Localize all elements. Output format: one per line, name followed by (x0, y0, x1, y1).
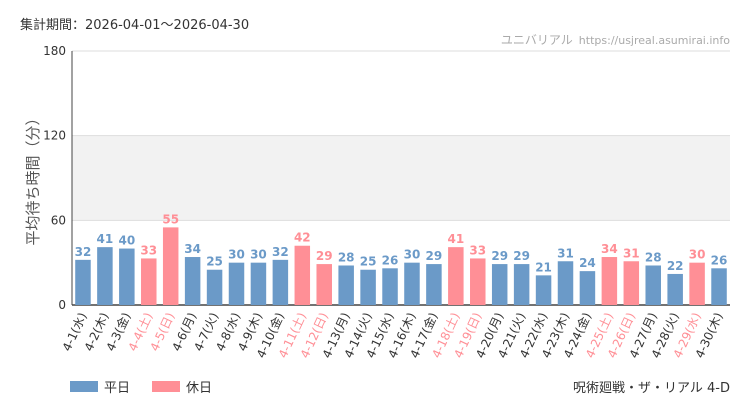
data-label: 33 (469, 243, 486, 257)
legend-holiday[interactable]: 休日 (152, 377, 212, 396)
data-label: 55 (162, 212, 179, 226)
data-label: 42 (294, 231, 311, 245)
data-label: 28 (645, 250, 662, 264)
period-label: 集計期間：2026-04-01～2026-04-30 (20, 18, 250, 33)
bar (382, 268, 398, 305)
bar (360, 269, 376, 305)
data-label: 25 (206, 255, 223, 269)
bar (338, 265, 354, 305)
bar (579, 271, 596, 305)
data-label: 26 (382, 253, 399, 267)
bar (601, 257, 618, 305)
data-label: 26 (711, 253, 728, 267)
bar (316, 264, 332, 305)
bar (272, 259, 289, 305)
data-label: 31 (557, 246, 574, 260)
data-label: 30 (228, 248, 245, 262)
data-label: 34 (601, 242, 618, 256)
bar (689, 262, 705, 305)
bar (645, 265, 661, 305)
holiday-label: 休日 (186, 381, 213, 396)
legend-weekday[interactable]: 平日 (70, 377, 130, 396)
weekday-swatch (70, 381, 98, 392)
weekday-label: 平日 (104, 381, 131, 396)
site-url[interactable]: https://usjreal.asumirai.info (578, 34, 730, 47)
data-label: 28 (338, 250, 355, 264)
data-label: 31 (623, 246, 640, 260)
site-credit: ユニバリアル https://usjreal.asumirai.info (501, 31, 730, 48)
y-tick-label: 180 (43, 44, 66, 58)
holiday-swatch (152, 381, 181, 392)
bar (557, 261, 574, 305)
brand-name: ユニバリアル (500, 33, 573, 47)
bar (228, 262, 245, 305)
data-label: 41 (97, 232, 114, 246)
data-label: 29 (426, 249, 443, 263)
bar (491, 264, 508, 305)
bar (535, 275, 552, 305)
bar (448, 247, 464, 305)
bar (623, 261, 640, 305)
y-tick-label: 120 (43, 129, 66, 143)
data-label: 30 (404, 248, 421, 262)
bar (711, 268, 727, 305)
bar (97, 247, 113, 305)
bar (75, 259, 91, 305)
data-label: 29 (316, 249, 333, 263)
y-tick-label: 60 (51, 213, 66, 227)
data-label: 21 (535, 260, 552, 274)
bar (513, 264, 530, 305)
grid-band (72, 135, 730, 221)
bar (470, 258, 486, 305)
y-tick-label: 0 (58, 298, 66, 312)
data-label: 24 (579, 256, 596, 270)
data-label: 30 (689, 248, 706, 262)
data-label: 41 (447, 232, 464, 246)
bar (184, 257, 201, 305)
data-label: 29 (513, 249, 530, 263)
data-label: 29 (491, 249, 508, 263)
data-label: 34 (184, 242, 201, 256)
bar (404, 262, 420, 305)
bar (141, 258, 157, 305)
data-label: 25 (360, 255, 377, 269)
bar (162, 227, 179, 305)
data-label: 30 (250, 248, 267, 262)
data-label: 22 (667, 259, 684, 273)
attraction-name: 呪術廻戦・ザ・リアル 4-D (573, 381, 730, 396)
data-label: 32 (272, 245, 289, 259)
bar (294, 245, 311, 305)
data-label: 40 (118, 234, 135, 248)
bar (119, 248, 135, 305)
bar (250, 262, 267, 305)
y-axis-title: 平均待ち時間（分） (24, 110, 42, 245)
data-label: 33 (140, 243, 157, 257)
bar (667, 273, 683, 305)
data-label: 32 (75, 245, 92, 259)
bar (206, 269, 223, 305)
bar (426, 264, 442, 305)
legend: 平日 休日 (70, 377, 212, 396)
